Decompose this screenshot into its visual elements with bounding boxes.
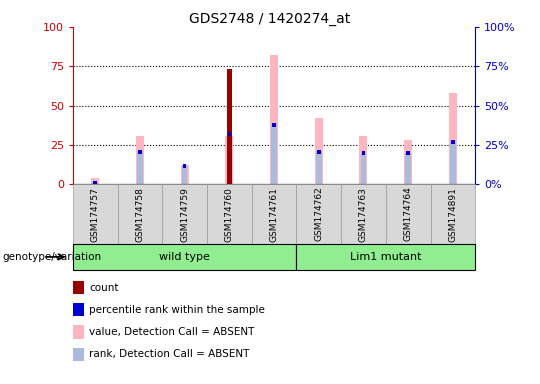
Bar [404, 140, 412, 184]
Text: GSM174891: GSM174891 [448, 187, 457, 242]
Text: GSM174758: GSM174758 [136, 187, 145, 242]
Bar [93, 181, 97, 185]
Bar [271, 124, 277, 184]
Text: wild type: wild type [159, 252, 210, 262]
Bar [360, 136, 368, 184]
Bar [138, 150, 142, 154]
Text: value, Detection Call = ABSENT: value, Detection Call = ABSENT [89, 327, 254, 337]
Bar [362, 151, 365, 155]
Bar [182, 166, 187, 184]
Text: GDS2748 / 1420274_at: GDS2748 / 1420274_at [190, 12, 350, 25]
Bar [406, 151, 410, 155]
Bar [449, 93, 457, 184]
Bar [270, 55, 278, 184]
Bar [272, 123, 276, 127]
Bar [183, 164, 186, 168]
Bar [225, 136, 233, 184]
Bar [451, 140, 455, 144]
Bar [92, 183, 98, 184]
Text: GSM174760: GSM174760 [225, 187, 234, 242]
Text: GSM174761: GSM174761 [269, 187, 279, 242]
Bar [361, 153, 366, 184]
Bar [315, 118, 323, 184]
Bar [406, 153, 411, 184]
Bar [316, 151, 321, 184]
Text: rank, Detection Call = ABSENT: rank, Detection Call = ABSENT [89, 349, 249, 359]
Bar [91, 178, 99, 184]
Text: count: count [89, 283, 119, 293]
Bar [180, 166, 188, 184]
Bar [137, 151, 143, 184]
Bar [450, 142, 456, 184]
Text: GSM174764: GSM174764 [404, 187, 413, 242]
Text: GSM174763: GSM174763 [359, 187, 368, 242]
Text: GSM174762: GSM174762 [314, 187, 323, 242]
Bar [227, 132, 231, 136]
Bar [227, 70, 232, 184]
Text: Lim1 mutant: Lim1 mutant [350, 252, 422, 262]
Text: percentile rank within the sample: percentile rank within the sample [89, 305, 265, 315]
Text: GSM174757: GSM174757 [91, 187, 100, 242]
Bar [136, 136, 144, 184]
Text: genotype/variation: genotype/variation [3, 252, 102, 262]
Bar [227, 134, 232, 184]
Bar [317, 150, 321, 154]
Text: GSM174759: GSM174759 [180, 187, 189, 242]
